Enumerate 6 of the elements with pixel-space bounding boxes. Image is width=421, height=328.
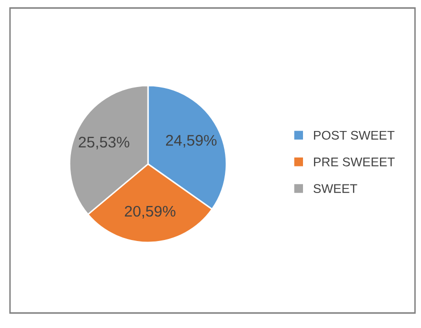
data-label: 25,53% [78, 136, 130, 150]
data-label: 20,59% [124, 206, 176, 218]
data-label: 24,59% [166, 134, 217, 148]
legend-label: POST SWEET [314, 130, 394, 140]
legend-label: PRE SWEEET [314, 158, 395, 166]
legend-label: SWEET [314, 184, 358, 194]
